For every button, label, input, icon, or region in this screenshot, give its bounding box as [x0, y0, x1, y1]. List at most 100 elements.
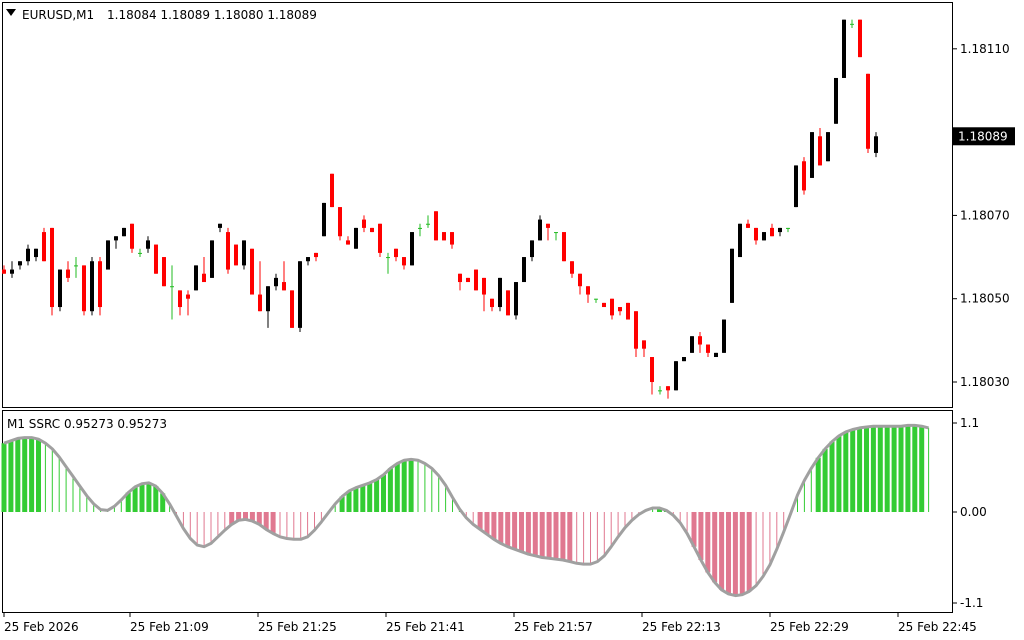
- ssrc-bar: [401, 460, 407, 512]
- candle-body: [282, 282, 286, 291]
- candle-body: [114, 236, 118, 241]
- ssrc-bar: [307, 512, 309, 537]
- candle: [546, 223, 550, 241]
- candle: [394, 248, 398, 262]
- candle: [818, 127, 822, 166]
- candle: [690, 336, 694, 353]
- candle-body: [138, 252, 142, 254]
- ssrc-bar: [877, 426, 883, 512]
- price-axis: 1.18110 1.18089 1.18070 1.18050 1.18030: [953, 42, 1015, 389]
- candle: [746, 219, 750, 228]
- ssrc-bar: [705, 512, 711, 573]
- candle: [298, 261, 302, 333]
- ssrc-bar: [477, 512, 483, 530]
- candle-body: [330, 173, 334, 208]
- candle-body: [98, 261, 102, 308]
- ssrc-bar: [783, 512, 785, 532]
- candle-body: [794, 165, 798, 208]
- ssrc-bar: [293, 512, 295, 540]
- candle-body: [82, 265, 86, 312]
- candle: [458, 273, 462, 291]
- ssrc-bar: [472, 512, 474, 525]
- time-tick-label: 25 Feb 22:45: [898, 620, 977, 634]
- candle-body: [130, 223, 134, 249]
- candle: [658, 386, 662, 395]
- candle: [50, 227, 54, 316]
- symbol-dropdown-icon[interactable]: [6, 9, 16, 16]
- ssrc-bar: [576, 512, 578, 564]
- candle: [370, 227, 374, 233]
- candle: [346, 236, 350, 245]
- candle: [554, 232, 558, 241]
- ssrc-bar: [726, 512, 731, 594]
- candle-body: [650, 357, 654, 383]
- ssrc-bar: [452, 497, 453, 512]
- candle-body: [194, 265, 198, 291]
- candle: [82, 265, 86, 316]
- candle: [202, 257, 206, 283]
- candle-body: [354, 227, 358, 249]
- candle-body: [74, 265, 78, 267]
- candle: [794, 165, 798, 208]
- price-pane[interactable]: [2, 2, 953, 408]
- candle: [498, 277, 502, 312]
- ssrc-bar: [596, 512, 598, 562]
- candle-body: [858, 19, 862, 58]
- ssrc-bar: [417, 460, 419, 512]
- candle: [146, 236, 150, 253]
- candle: [338, 207, 342, 241]
- candle-body: [2, 269, 6, 274]
- ssrc-bar: [286, 512, 288, 539]
- time-axis: 25 Feb 2026 25 Feb 21:09 25 Feb 21:25 25 Fe…: [3, 612, 977, 634]
- candle: [602, 302, 606, 308]
- candle: [130, 223, 134, 253]
- ssrc-bar: [919, 426, 925, 512]
- candle: [2, 265, 6, 274]
- candle-body: [162, 257, 166, 287]
- indicator-label: M1 SSRC 0.95273 0.95273: [7, 417, 167, 431]
- candle-body: [290, 290, 294, 328]
- ssrc-bar: [912, 425, 918, 512]
- ssrc-bar: [553, 512, 559, 560]
- candle: [282, 261, 286, 291]
- candle-body: [738, 223, 742, 258]
- ssrc-bar: [732, 512, 738, 596]
- candle: [250, 248, 254, 295]
- candle-body: [610, 298, 614, 316]
- ssrc-bar: [339, 496, 345, 512]
- indicator-pane[interactable]: [2, 410, 953, 613]
- ssrc-bar: [810, 468, 812, 512]
- ohlc-readout: 1.18084 1.18089 1.18080 1.18089: [107, 8, 317, 22]
- time-tick-label: 25 Feb 22:13: [642, 620, 721, 634]
- candle-body: [90, 261, 94, 312]
- ssrc-bar: [505, 512, 511, 547]
- ssrc-bar: [755, 512, 757, 586]
- ssrc-bar: [169, 503, 171, 512]
- candle: [426, 215, 430, 228]
- ssrc-bar: [829, 441, 835, 512]
- candle-body: [786, 227, 790, 229]
- candle-body: [506, 290, 510, 316]
- candle: [762, 232, 766, 241]
- candle: [714, 352, 718, 358]
- candle: [850, 19, 854, 28]
- candle-body: [234, 244, 238, 266]
- candle-body: [306, 257, 310, 262]
- candle: [362, 215, 366, 233]
- candle-body: [322, 202, 326, 237]
- candle-body: [818, 136, 822, 166]
- ssrc-bar: [610, 512, 612, 547]
- ssrc-bar: [762, 512, 764, 577]
- candle: [18, 261, 22, 270]
- candle-body: [378, 223, 382, 253]
- candle-body: [402, 257, 406, 266]
- candle: [330, 173, 334, 208]
- ssrc-bar: [698, 512, 704, 560]
- candle-body: [186, 294, 190, 299]
- candle: [866, 73, 870, 153]
- candle: [530, 240, 534, 262]
- ssrc-bar: [263, 512, 269, 530]
- ssrc-bar: [850, 429, 856, 512]
- ssrc-bar: [679, 512, 681, 523]
- candle: [442, 232, 446, 241]
